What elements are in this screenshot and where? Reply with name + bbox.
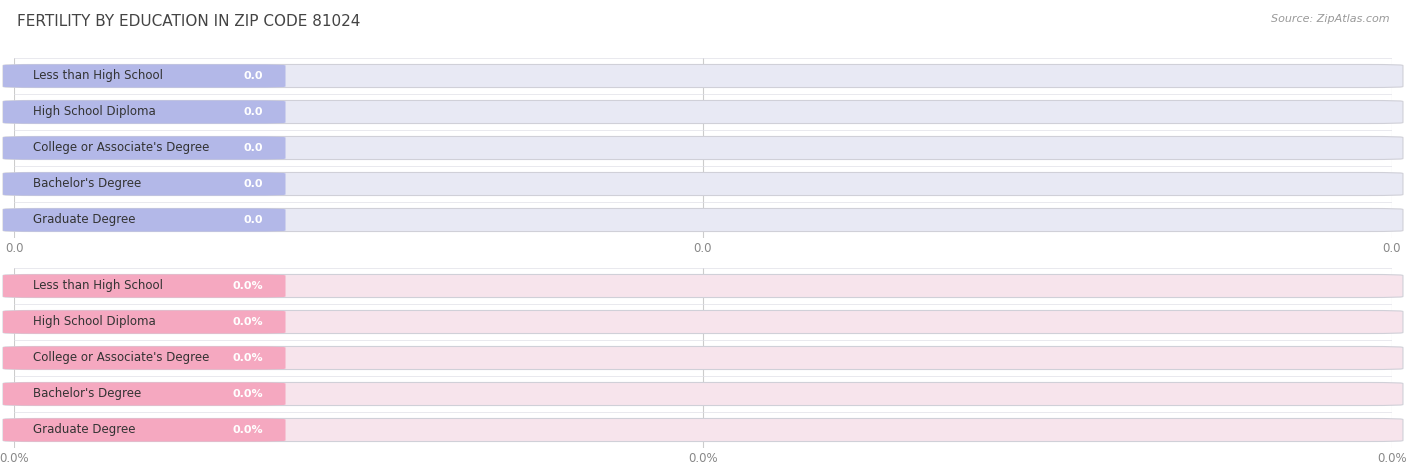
FancyBboxPatch shape <box>3 275 1403 297</box>
Text: Graduate Degree: Graduate Degree <box>34 213 136 227</box>
FancyBboxPatch shape <box>3 382 285 406</box>
FancyBboxPatch shape <box>3 136 285 160</box>
FancyBboxPatch shape <box>3 311 1403 333</box>
FancyBboxPatch shape <box>3 311 285 333</box>
Text: 0.0%: 0.0% <box>233 317 263 327</box>
FancyBboxPatch shape <box>3 65 1403 87</box>
Text: 0.0%: 0.0% <box>233 353 263 363</box>
FancyBboxPatch shape <box>3 346 285 370</box>
Text: 0.0: 0.0 <box>245 143 263 153</box>
FancyBboxPatch shape <box>3 418 285 442</box>
FancyBboxPatch shape <box>3 101 285 124</box>
Text: 0.0: 0.0 <box>245 215 263 225</box>
FancyBboxPatch shape <box>3 209 285 231</box>
Text: 0.0: 0.0 <box>245 179 263 189</box>
Text: Less than High School: Less than High School <box>34 279 163 293</box>
FancyBboxPatch shape <box>3 418 1403 442</box>
Text: Source: ZipAtlas.com: Source: ZipAtlas.com <box>1271 14 1389 24</box>
FancyBboxPatch shape <box>3 136 1403 160</box>
Text: High School Diploma: High School Diploma <box>34 315 156 329</box>
Text: 0.0%: 0.0% <box>233 281 263 291</box>
FancyBboxPatch shape <box>3 275 285 297</box>
Text: Less than High School: Less than High School <box>34 69 163 83</box>
Text: Bachelor's Degree: Bachelor's Degree <box>34 178 142 190</box>
FancyBboxPatch shape <box>3 209 1403 231</box>
FancyBboxPatch shape <box>3 172 1403 196</box>
FancyBboxPatch shape <box>3 65 285 87</box>
Text: 0.0%: 0.0% <box>233 389 263 399</box>
Text: Bachelor's Degree: Bachelor's Degree <box>34 388 142 400</box>
Text: 0.0: 0.0 <box>245 71 263 81</box>
Text: High School Diploma: High School Diploma <box>34 105 156 118</box>
Text: 0.0: 0.0 <box>245 107 263 117</box>
FancyBboxPatch shape <box>3 172 285 196</box>
Text: FERTILITY BY EDUCATION IN ZIP CODE 81024: FERTILITY BY EDUCATION IN ZIP CODE 81024 <box>17 14 360 29</box>
FancyBboxPatch shape <box>3 382 1403 406</box>
Text: 0.0%: 0.0% <box>233 425 263 435</box>
Text: College or Associate's Degree: College or Associate's Degree <box>34 352 209 364</box>
FancyBboxPatch shape <box>3 101 1403 124</box>
Text: College or Associate's Degree: College or Associate's Degree <box>34 142 209 154</box>
Text: Graduate Degree: Graduate Degree <box>34 424 136 437</box>
FancyBboxPatch shape <box>3 346 1403 370</box>
